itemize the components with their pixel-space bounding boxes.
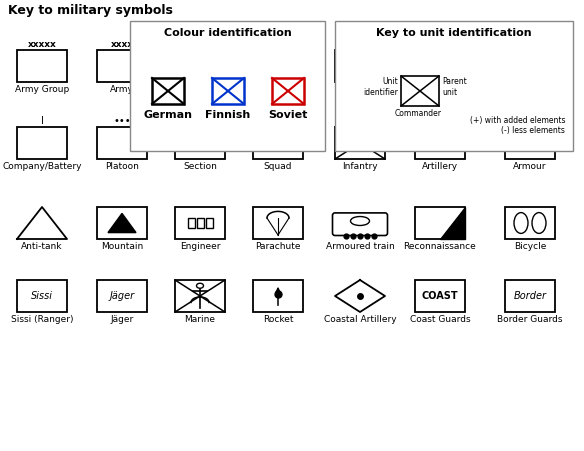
Text: xxx: xxx [192, 40, 208, 49]
Bar [206, 218, 213, 228]
Text: Section: Section [183, 162, 217, 171]
Text: Finnish: Finnish [206, 110, 251, 120]
Bar [253, 127, 303, 159]
Text: Armoured train: Armoured train [326, 242, 394, 251]
Text: Key to military symbols: Key to military symbols [8, 4, 173, 17]
Bar [17, 50, 67, 82]
Bar [253, 50, 303, 82]
Text: xxxxx: xxxxx [27, 40, 57, 49]
Bar [415, 280, 465, 312]
Text: COAST: COAST [422, 291, 458, 301]
Text: •••: ••• [113, 116, 131, 126]
Polygon shape [108, 213, 136, 233]
Text: Soviet: Soviet [268, 110, 308, 120]
Text: •: • [275, 116, 281, 126]
Text: Division: Division [260, 85, 296, 94]
Text: Commander: Commander [395, 109, 442, 118]
Text: Rocket: Rocket [263, 315, 293, 324]
Text: Marine: Marine [185, 315, 215, 324]
Bar [97, 50, 147, 82]
Text: Platoon: Platoon [105, 162, 139, 171]
Text: Coast Guards: Coast Guards [410, 315, 470, 324]
Bar [335, 50, 385, 82]
Bar [175, 207, 225, 239]
Bar [97, 207, 147, 239]
Polygon shape [440, 207, 465, 239]
Bar [196, 218, 203, 228]
Bar [505, 207, 555, 239]
Text: Border: Border [513, 291, 547, 301]
Bar [272, 78, 304, 104]
Text: Army Group: Army Group [15, 85, 69, 94]
Bar [212, 78, 244, 104]
Bar [152, 78, 184, 104]
Text: Squad: Squad [264, 162, 292, 171]
FancyBboxPatch shape [332, 213, 388, 235]
Ellipse shape [350, 216, 370, 226]
Bar [253, 207, 303, 239]
Text: Key to unit identification: Key to unit identification [376, 28, 532, 38]
Bar [401, 76, 439, 106]
Text: Parent
unit: Parent unit [442, 77, 467, 97]
Ellipse shape [516, 135, 544, 151]
Bar [175, 280, 225, 312]
Bar [17, 280, 67, 312]
Bar [505, 280, 555, 312]
Text: Corps: Corps [187, 85, 213, 94]
Text: Sissi: Sissi [31, 291, 53, 301]
Bar [335, 127, 385, 159]
Text: x: x [357, 40, 363, 49]
Text: Mountain: Mountain [101, 242, 143, 251]
Text: Army: Army [110, 85, 134, 94]
Bar [130, 21, 325, 151]
Bar [415, 207, 465, 239]
Bar [175, 127, 225, 159]
Text: Unit
identifier: Unit identifier [363, 77, 398, 97]
Text: II: II [527, 40, 533, 49]
Text: (+) with added elements
(-) less elements: (+) with added elements (-) less element… [470, 116, 565, 135]
Bar [415, 50, 465, 82]
Text: German: German [144, 110, 193, 120]
Text: Brigade: Brigade [342, 85, 378, 94]
Bar [17, 127, 67, 159]
Bar [175, 50, 225, 82]
Bar [187, 218, 194, 228]
Text: Battalion: Battalion [510, 85, 551, 94]
Ellipse shape [514, 212, 528, 234]
Text: Armour: Armour [513, 162, 547, 171]
Bar [335, 21, 573, 151]
Text: Regiment: Regiment [418, 85, 462, 94]
Text: Jäger: Jäger [110, 315, 134, 324]
Bar [415, 127, 465, 159]
Text: Infantry: Infantry [342, 162, 378, 171]
Text: Bicycle: Bicycle [514, 242, 546, 251]
Text: Coastal Artillery: Coastal Artillery [324, 315, 397, 324]
Text: xxxx: xxxx [110, 40, 134, 49]
Text: Sissi (Ranger): Sissi (Ranger) [11, 315, 73, 324]
Bar [253, 280, 303, 312]
Bar [97, 280, 147, 312]
Ellipse shape [532, 212, 546, 234]
Bar [97, 127, 147, 159]
Text: xx: xx [272, 40, 284, 49]
Text: Jäger: Jäger [109, 291, 134, 301]
Text: Border Guards: Border Guards [497, 315, 563, 324]
Text: Reconnaissance: Reconnaissance [404, 242, 477, 251]
Text: III: III [435, 40, 445, 49]
Ellipse shape [196, 283, 203, 288]
Text: Engineer: Engineer [180, 242, 220, 251]
Text: ••: •• [194, 116, 206, 126]
Text: Colour identification: Colour identification [164, 28, 291, 38]
Text: Artillery: Artillery [422, 162, 458, 171]
Text: Anti-tank: Anti-tank [21, 242, 62, 251]
Text: I: I [40, 116, 43, 126]
Bar [505, 127, 555, 159]
Bar [505, 50, 555, 82]
Text: Parachute: Parachute [255, 242, 301, 251]
Text: Company/Battery: Company/Battery [2, 162, 82, 171]
